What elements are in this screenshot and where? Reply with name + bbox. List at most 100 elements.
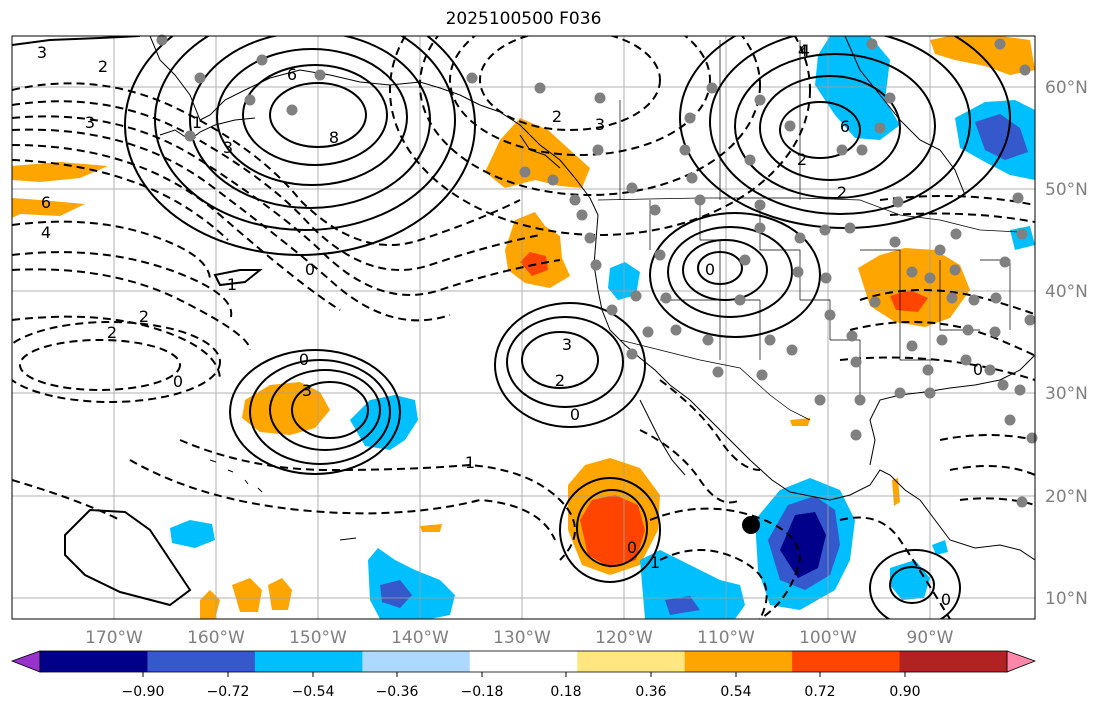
- contour-label: 3: [562, 335, 572, 354]
- x-axis: 170°W 160°W 150°W 140°W 130°W 120°W 110°…: [85, 628, 954, 648]
- contour-label: 0: [627, 538, 637, 557]
- station-dot: [626, 348, 638, 360]
- colorbar-segment: [254, 651, 363, 672]
- lon-label: 90°W: [907, 628, 954, 648]
- shade-blue: [380, 580, 412, 608]
- shade-sky: [170, 520, 215, 548]
- colorbar-segment: [40, 651, 148, 672]
- station-dot: [846, 330, 858, 342]
- lat-label: 60°N: [1045, 78, 1088, 98]
- station-dot: [686, 172, 698, 184]
- colorbar: −0.90 −0.72 −0.54 −0.36 −0.18 0.18 0.36 0.54 0.7…: [10, 650, 1037, 700]
- contour-label: 0: [173, 372, 183, 391]
- map-frame: [11, 35, 1036, 620]
- station-dot: [924, 272, 936, 284]
- contour-label: 4: [800, 41, 810, 60]
- colorbar-tick-label: −0.54: [292, 684, 335, 700]
- y-axis: 60°N 50°N 40°N 30°N 20°N 10°N: [1045, 78, 1088, 609]
- station-dot: [630, 290, 642, 302]
- station-dot: [968, 294, 980, 306]
- station-dot: [754, 222, 766, 234]
- station-dot: [794, 232, 806, 244]
- colorbar-segment: [362, 651, 471, 672]
- shade-blue: [665, 596, 700, 615]
- colorbar-segment: [899, 651, 1008, 672]
- lon-label: 140°W: [391, 628, 449, 648]
- station-dot: [1026, 432, 1038, 444]
- contour-label: 2: [98, 57, 108, 76]
- station-dot: [906, 266, 918, 278]
- contour-label: 6: [287, 65, 297, 84]
- station-dot: [286, 104, 298, 116]
- contour-label: 4: [798, 41, 808, 60]
- station-dot: [584, 232, 596, 244]
- station-dot: [1012, 192, 1024, 204]
- station-dot: [184, 130, 196, 142]
- contour-label: 3: [223, 138, 233, 157]
- shade-sky: [368, 548, 455, 619]
- station-dot: [679, 144, 691, 156]
- station-dot: [649, 204, 661, 216]
- colorbar-high-extend: [1006, 650, 1037, 673]
- lat-label: 30°N: [1045, 384, 1088, 404]
- station-dot: [642, 326, 654, 338]
- shade-orange: [12, 162, 108, 182]
- station-dot: [606, 304, 618, 316]
- contour-label: 4: [41, 223, 51, 242]
- station-dot: [734, 294, 746, 306]
- shade-sky: [890, 560, 930, 600]
- station-dot: [194, 72, 206, 84]
- station-dot: [819, 224, 831, 236]
- colorbar-tick-label: 0.18: [550, 684, 581, 700]
- contour-label: 3: [302, 381, 312, 400]
- lon-label: 130°W: [493, 628, 551, 648]
- lat-label: 50°N: [1045, 180, 1088, 200]
- station-dot: [906, 340, 918, 352]
- colorbar-tick-label: 0.36: [635, 684, 666, 700]
- colorbar-tick-label: −0.36: [376, 684, 419, 700]
- contour-label: 2: [797, 150, 807, 169]
- station-dot: [684, 112, 696, 124]
- station-dot: [997, 379, 1009, 391]
- contour-label: 0: [941, 590, 951, 609]
- contour-label: 3: [85, 113, 95, 132]
- station-dot: [702, 334, 714, 346]
- lat-label: 20°N: [1045, 487, 1088, 507]
- station-dot: [314, 69, 326, 81]
- colorbar-tick-label: 0.54: [720, 684, 751, 700]
- station-dot: [786, 344, 798, 356]
- station-dot: [960, 354, 972, 366]
- station-dot: [706, 82, 718, 94]
- figure-title: 2025100500 F036: [445, 9, 602, 29]
- station-dot: [660, 292, 672, 304]
- station-dot: [989, 326, 1001, 338]
- station-dot: [814, 394, 826, 406]
- lon-label: 120°W: [595, 628, 653, 648]
- colorbar-tick-label: −0.18: [461, 684, 504, 700]
- lon-label: 160°W: [187, 628, 245, 648]
- station-dot: [547, 174, 559, 186]
- station-dot: [792, 266, 804, 278]
- contour-label: 0: [973, 360, 983, 379]
- station-dot: [1024, 314, 1036, 326]
- shade-orange: [892, 478, 900, 506]
- station-dot: [924, 387, 936, 399]
- contour-label: 2: [552, 107, 562, 126]
- shade-orange: [505, 212, 570, 288]
- station-dot: [922, 364, 934, 376]
- contour-label: 2: [139, 307, 149, 326]
- station-dot: [534, 82, 546, 94]
- contour-label: 1: [192, 113, 202, 132]
- stations: [156, 34, 1038, 508]
- station-dot: [949, 264, 961, 276]
- station-dot: [844, 222, 856, 234]
- shade-sky: [932, 540, 948, 555]
- station-dot: [569, 194, 581, 206]
- hurricane-marker: [742, 516, 760, 534]
- station-dot: [889, 236, 901, 248]
- contour-label: 3: [37, 43, 47, 62]
- station-dot: [984, 364, 996, 376]
- contour-label: 2: [555, 371, 565, 390]
- contour-label: 6: [41, 193, 51, 212]
- shade-red: [890, 290, 928, 312]
